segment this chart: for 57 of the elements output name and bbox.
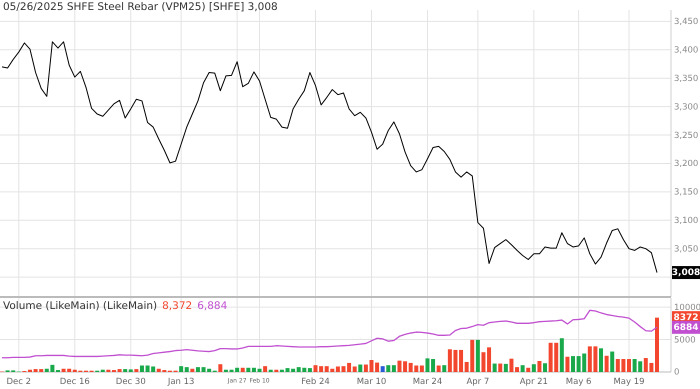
bar [543, 363, 548, 372]
bar [190, 368, 194, 372]
bar [218, 364, 222, 372]
bar [470, 340, 474, 372]
chart-title: Volume (LikeMain) (LikeMain) [3, 300, 158, 312]
bar [504, 364, 508, 372]
bar [498, 364, 502, 372]
bar [537, 360, 542, 372]
bar [134, 369, 138, 372]
x-tick-label: Apr 21 [520, 377, 548, 388]
y-tick-label: 3,050 [674, 244, 698, 254]
y-tick-label: 5000 [674, 335, 696, 346]
x-tick-label: Dec 16 [60, 377, 90, 388]
line-series [1, 310, 658, 358]
y-tick-label: 0 [674, 368, 680, 378]
bar [604, 356, 609, 372]
line-series [2, 41, 658, 274]
bar [526, 368, 530, 372]
bar [599, 348, 604, 372]
bar [380, 366, 385, 372]
y-tick-label: 3,150 [674, 188, 698, 198]
x-tick-label: May 19 [613, 377, 645, 388]
y-tick-label: 3,350 [674, 74, 698, 84]
bar [476, 340, 480, 372]
bar [532, 364, 536, 372]
bar [442, 365, 446, 372]
bar [123, 369, 128, 372]
bar [520, 365, 525, 372]
y-tick-label: 3,400 [674, 46, 698, 56]
text: 6884 [673, 322, 699, 333]
annotation: 6,884 [197, 300, 228, 312]
bar [610, 352, 614, 372]
y-tick-label: 3,200 [674, 159, 698, 170]
x-tick-label: Dec 2 [6, 377, 32, 388]
bar [560, 338, 564, 372]
bar [263, 366, 268, 372]
bar [565, 356, 570, 372]
chart-title: 05/26/2025 SHFE Steel Rebar (VPM25) [SHFE] 3,008 [3, 1, 278, 13]
y-tick-label: 3,250 [674, 130, 698, 141]
y-tick-label: 3,300 [674, 102, 698, 112]
bar [436, 366, 441, 372]
y-tick-label: 3,100 [674, 216, 698, 226]
bar [240, 368, 245, 372]
text: 3,008 [672, 268, 700, 278]
text: 8372 [673, 313, 699, 324]
x-tick-label: Apr 7 [466, 377, 490, 388]
y-tick-label: 3,450 [674, 17, 698, 28]
x-tick-label: Mar 24 [412, 377, 442, 388]
annotation: 8,372 [162, 300, 192, 312]
bar [358, 364, 362, 372]
x-tick-label: Dec 30 [116, 377, 146, 388]
x-tick-label: May 6 [566, 377, 592, 388]
bar [128, 369, 133, 372]
x-tick-label: Jan 13 [166, 377, 194, 388]
x-tick-label: Mar 10 [356, 377, 386, 388]
bar [492, 364, 497, 372]
x-tick-label: Feb 24 [301, 377, 330, 388]
